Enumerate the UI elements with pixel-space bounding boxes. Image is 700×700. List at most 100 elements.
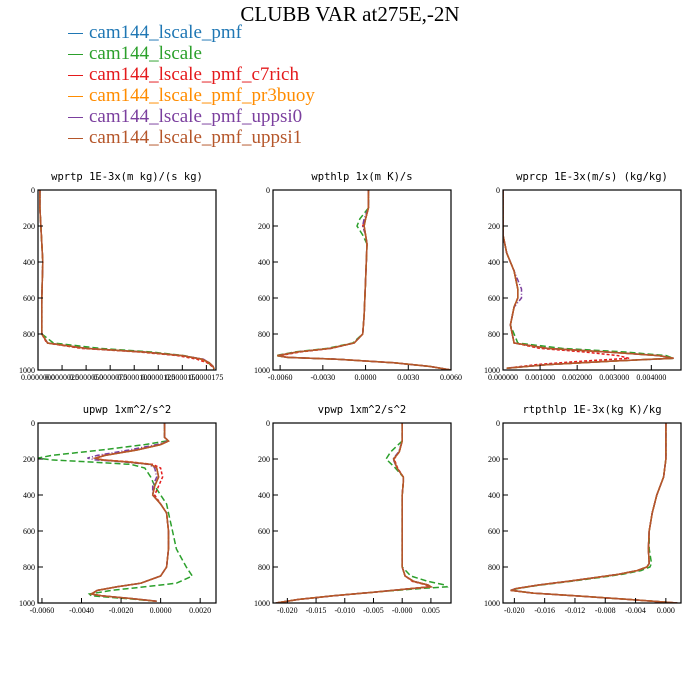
x-tick-label: 0.002000 [562,373,592,382]
series-line-1 [39,190,215,370]
series-line-2 [503,190,630,369]
x-tick-label: -0.008 [595,606,616,615]
legend-item-3: cam144_lscale_pmf_pr3buoy [68,85,315,106]
x-tick-label: -0.010 [334,606,355,615]
x-tick-label: -0.0040 [69,606,94,615]
y-tick-label: 400 [488,258,500,267]
x-tick-label: -0.015 [306,606,327,615]
y-tick-label: 0 [31,186,35,195]
panel-5: rtpthlp 1E-3x(kg K)/kg02004006008001000-… [484,404,682,615]
x-tick-label: 0.0060 [440,373,462,382]
y-tick-label: 600 [258,294,270,303]
legend-swatch [68,33,83,35]
x-tick-label: 0.0020 [189,606,211,615]
x-tick-label: -0.0060 [268,373,293,382]
series-line-2 [39,190,215,370]
series-line-0 [503,190,674,369]
x-tick-label: 0.0000075 [93,373,127,382]
y-tick-label: 0 [266,186,270,195]
series-line-1 [503,190,674,369]
series-line-5 [275,423,434,603]
y-tick-label: 1000 [19,366,35,375]
y-tick-label: 200 [258,222,270,231]
series-line-4 [87,423,170,602]
x-tick-label: 0.005 [422,606,440,615]
x-tick-label: -0.020 [277,606,298,615]
x-tick-label: -0.020 [504,606,525,615]
y-tick-label: 0 [31,419,35,428]
x-tick-label: 0.003000 [599,373,629,382]
y-tick-label: 800 [258,330,270,339]
y-tick-label: 0 [496,186,500,195]
legend-label: cam144_lscale_pmf_pr3buoy [89,85,315,106]
panel-3: upwp 1xm^2/s^2 0 200 400 600 800 1000-0.0060 -0… [19,404,217,615]
series-line-3 [39,190,215,370]
y-tick-label: 1000 [254,599,270,608]
panel-0: wprtp 1E-3x(m kg)/(s kg) 0 200 400 600 800 100… [19,171,223,382]
panel-4: vpwp 1xm^2/s^2 0 200 400 600 800 1000 -0.020 -0.… [254,404,452,615]
y-tick-label: 800 [488,330,500,339]
x-tick-label: 0.0000175 [189,373,223,382]
series-line-3 [503,190,674,369]
legend-label: cam144_lscale_pmf_c7rich [89,64,299,85]
plot-frame [272,189,452,371]
x-tick-label: 0.0000150 [165,373,199,382]
x-tick-label: 0.0000025 [45,373,79,382]
x-tick-label: 0.0000100 [117,373,151,382]
y-tick-label: 800 [258,563,270,572]
series-line-0 [275,423,434,603]
y-tick-label: 600 [488,527,500,536]
legend-item-5: cam144_lscale_pmf_uppsi1 [68,127,315,148]
x-tick-label: 0.0000 [150,606,172,615]
series-line-1 [275,190,451,370]
legend-swatch [68,96,83,98]
plot-frame [37,189,217,371]
y-tick-label: 600 [23,527,35,536]
series-line-0 [39,190,215,370]
x-tick-label: -0.012 [565,606,586,615]
legend-swatch [68,75,83,77]
x-tick-label: -0.000 [392,606,413,615]
y-tick-label: 600 [23,294,35,303]
legend-label: cam144_lscale_pmf_uppsi1 [89,127,303,148]
plot-frame [502,422,682,604]
series-line-5 [503,190,674,369]
y-tick-label: 200 [23,222,35,231]
figure-title: CLUBB VAR at275E,-2N [240,2,460,26]
x-tick-label: -0.005 [363,606,384,615]
legend-swatch [68,138,83,140]
x-tick-label: -0.0020 [109,606,134,615]
y-tick-label: 1000 [484,599,500,608]
series-line-5 [510,423,678,603]
x-tick-label: 0.0030 [397,373,419,382]
legend-item-0: cam144_lscale_pmf [68,22,315,43]
y-tick-label: 400 [23,491,35,500]
panel-1: wpthlp 1x(m K)/s 0 200 400 600 800 1000-0.0060… [254,171,462,382]
y-tick-label: 200 [488,222,500,231]
x-tick-label: -0.0060 [30,606,55,615]
x-tick-label: 0.001000 [525,373,555,382]
legend-label: cam144_lscale [89,43,202,64]
x-tick-label: 0.004000 [636,373,666,382]
y-tick-label: 200 [488,455,500,464]
legend-swatch [68,117,83,119]
x-tick-label: 0.0000125 [141,373,175,382]
legend-swatch [68,54,83,56]
legend-item-2: cam144_lscale_pmf_c7rich [68,64,315,85]
x-tick-label: 0.000 [657,606,675,615]
panel-title: upwp 1xm^2/s^2 [83,404,172,416]
y-tick-label: 1000 [19,599,35,608]
y-tick-label: 0 [496,419,500,428]
panel-title: vpwp 1xm^2/s^2 [318,404,407,416]
legend-item-1: cam144_lscale [68,43,315,64]
y-tick-label: 200 [258,455,270,464]
x-tick-label: -0.004 [625,606,646,615]
y-tick-label: 200 [23,455,35,464]
series-line-5 [39,190,215,370]
y-tick-label: 400 [488,491,500,500]
series-line-1 [275,423,449,603]
series-line-4 [39,190,215,370]
y-tick-label: 400 [258,258,270,267]
panel-2: wprcp 1E-3x(m/s) (kg/kg) 0 200 400 600 800 100… [484,171,682,382]
